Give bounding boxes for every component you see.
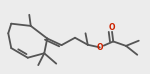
Text: O: O (96, 43, 103, 52)
Text: O: O (108, 23, 115, 32)
